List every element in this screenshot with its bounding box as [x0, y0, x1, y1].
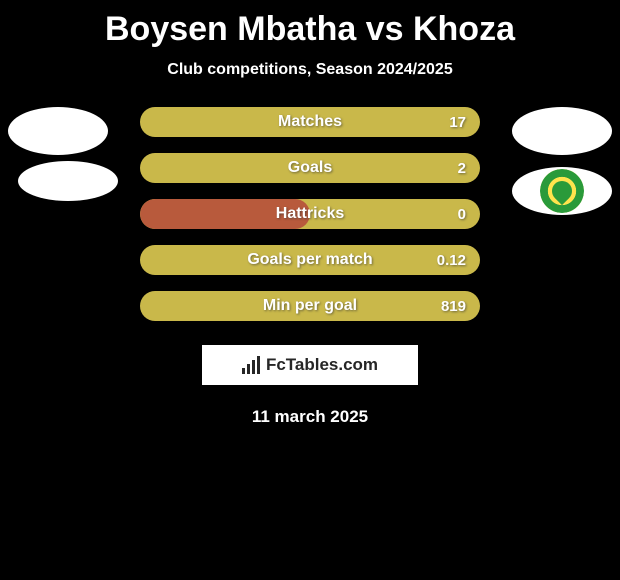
player-right-badge-2 [512, 167, 612, 215]
stat-label: Matches [278, 113, 342, 131]
stat-right-value: 17 [436, 114, 466, 131]
stat-right-value: 2 [436, 160, 466, 177]
stat-bars: Matches 17 Goals 2 Hattricks 0 Goals per match… [140, 107, 480, 321]
player-left-badge-1 [8, 107, 108, 155]
player-left-badge-2 [18, 161, 118, 201]
stat-right-value: 0 [436, 206, 466, 223]
stat-row: Matches 17 [140, 107, 480, 137]
bar-chart-icon [242, 356, 260, 374]
stat-label: Min per goal [263, 297, 357, 315]
stat-label: Hattricks [276, 205, 344, 223]
stat-right-value: 819 [436, 298, 466, 315]
attribution: FcTables.com [202, 345, 418, 385]
comparison-panel: Matches 17 Goals 2 Hattricks 0 Goals per match… [0, 107, 620, 321]
stat-row: Goals 2 [140, 153, 480, 183]
page-title: Boysen Mbatha vs Khoza [0, 0, 620, 49]
stat-right-value: 0.12 [436, 252, 466, 269]
stat-row: Min per goal 819 [140, 291, 480, 321]
date-label: 11 march 2025 [0, 407, 620, 427]
player-right-badge-1 [512, 107, 612, 155]
club-logo-icon [540, 169, 584, 213]
page-subtitle: Club competitions, Season 2024/2025 [0, 61, 620, 79]
stat-label: Goals per match [247, 251, 372, 269]
stat-row: Goals per match 0.12 [140, 245, 480, 275]
stat-row: Hattricks 0 [140, 199, 480, 229]
stat-label: Goals [288, 159, 332, 177]
attribution-text: FcTables.com [266, 355, 378, 375]
